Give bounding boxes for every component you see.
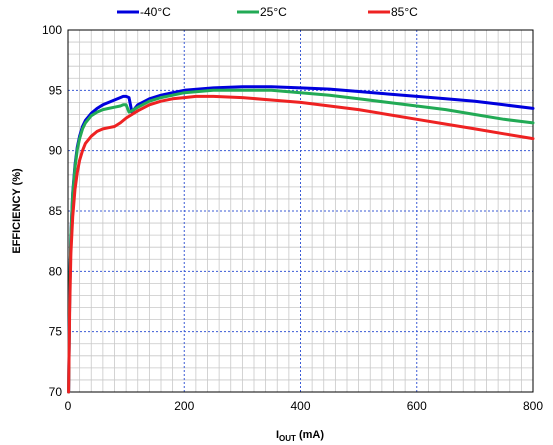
x-axis-title-unit: (mA) — [296, 429, 324, 441]
y-tick-label: 80 — [49, 264, 63, 278]
x-tick-label: 400 — [290, 399, 310, 413]
x-axis-title: IOUT (mA) — [276, 429, 324, 443]
legend-label: -40°C — [140, 5, 171, 19]
legend: -40°C 25°C 85°C — [117, 5, 418, 19]
x-axis-title-sub: OUT — [279, 434, 296, 443]
y-tick-label: 90 — [49, 144, 63, 158]
y-axis-title: EFFICIENCY (%) — [11, 168, 23, 254]
y-tick-labels: 70 75 80 85 90 95 100 — [42, 23, 62, 399]
y-tick-label: 85 — [49, 204, 63, 218]
x-tick-labels: 0 200 400 600 800 — [65, 399, 544, 413]
legend-label: 85°C — [391, 5, 418, 19]
x-tick-label: 600 — [407, 399, 427, 413]
y-tick-label: 70 — [49, 385, 63, 399]
legend-label: 25°C — [260, 5, 287, 19]
x-tick-label: 0 — [65, 399, 72, 413]
y-tick-label: 100 — [42, 23, 62, 37]
y-tick-label: 95 — [49, 83, 63, 97]
x-tick-label: 800 — [523, 399, 543, 413]
x-tick-label: 200 — [174, 399, 194, 413]
y-tick-label: 75 — [49, 325, 63, 339]
